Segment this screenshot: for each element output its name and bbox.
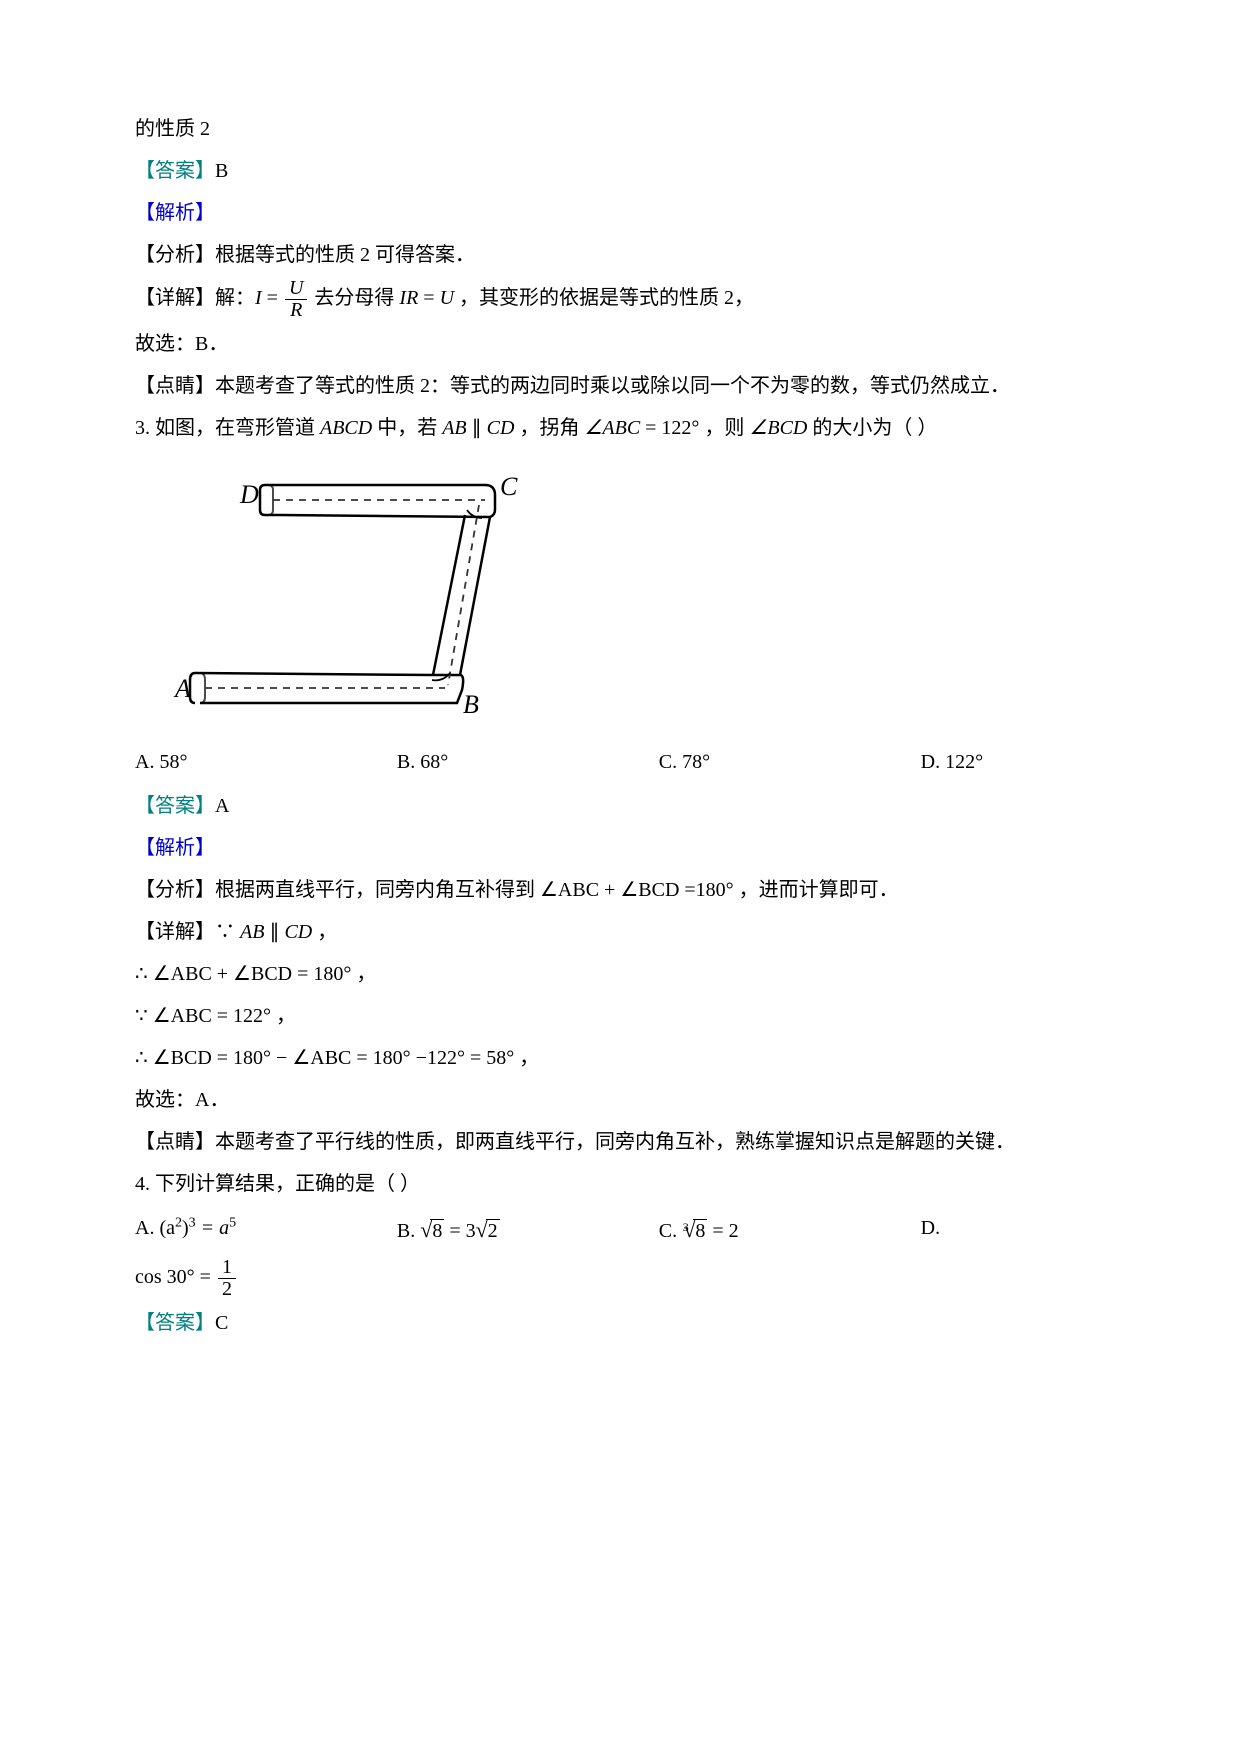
fenxi-1: 【分析】根据等式的性质 2 可得答案． [135,236,1105,274]
detail3-cd: CD [284,921,312,943]
opt-label: D. [921,1217,940,1239]
jiexi-3: 【解析】 [135,829,1105,867]
detail3-par: ∥ [264,921,284,943]
opt-label: D. [921,751,945,773]
q3-b: 中，若 [372,417,442,439]
q4-opt-d: D. [921,1209,1105,1251]
var-U: U [440,287,454,309]
fenxi3-a: 【分析】根据两直线平行，同旁内角互补得到 [135,879,540,901]
frac-num: 1 [218,1257,236,1279]
eq-sign-2: = [418,287,439,309]
eq-sign: = [262,287,283,309]
opt-label: A. [135,751,159,773]
answer-value: A [215,795,229,817]
fenxi-3: 【分析】根据两直线平行，同旁内角互补得到 ∠ABC + ∠BCD =180° ，… [135,871,1105,909]
opt-label: C. [659,1220,682,1242]
sqrt-2: √2 [476,1209,500,1251]
frac-half: 12 [218,1257,236,1300]
label-B: B [463,690,479,719]
detail-3-l2: ∴ ∠ABC + ∠BCD = 180° ， [135,955,1105,993]
q3-opt-d: D. 122° [921,743,1105,781]
guxuan-b: 故选：B． [135,325,1105,363]
q4-opt-c: C. 3√8 = 2 [659,1209,921,1251]
q3-eq: = 122° [640,417,704,439]
detail-1-a: 【详解】解： [135,287,255,309]
pipe-diag-left [433,515,465,675]
detail3-a: 【详解】∵ [135,921,240,943]
answer-value: C [215,1312,228,1334]
var-IR: IR [399,287,418,309]
cos30: cos 30° = [135,1266,216,1288]
cbrt-8: 3√8 [682,1209,707,1251]
eq: = 3 [444,1220,475,1242]
q3-options: A. 58° B. 68° C. 78° D. 122° [135,743,1105,781]
label-D: D [239,480,259,509]
opt-val: 122° [945,751,983,773]
dianjing-1: 【点睛】本题考查了等式的性质 2：等式的两边同时乘以或除以同一个不为零的数，等式… [135,367,1105,405]
frac-num: U [285,278,307,300]
frac-den: R [285,300,307,321]
opt-val: 58° [159,751,187,773]
answer-3: 【答案】A [135,787,1105,825]
pipe-diagram: D C A B [165,465,1105,733]
label-C: C [500,472,518,501]
q4-opt-b: B. √8 = 3√2 [397,1209,659,1251]
detail-3-l4: ∴ ∠BCD = 180° − ∠ABC = 180° −122° = 58° … [135,1039,1105,1077]
q3-opt-c: C. 78° [659,743,921,781]
q3-opt-b: B. 68° [397,743,659,781]
answer-value: B [215,160,228,182]
opt-val: 68° [420,751,448,773]
answer-1: 【答案】B [135,152,1105,190]
var-I: I [255,287,262,309]
jiexi-1: 【解析】 [135,194,1105,232]
q3-c: ，拐角 [514,417,584,439]
detail-3-l1: 【详解】∵ AB ∥ CD ， [135,913,1105,951]
detail-1-c: ，其变形的依据是等式的性质 2， [454,287,754,309]
detail-1-b: 去分母得 [309,287,399,309]
frac-den: 2 [218,1279,236,1300]
question-3: 3. 如图，在弯形管道 ABCD 中，若 AB ∥ CD ，拐角 ∠ABC = … [135,409,1105,447]
label-A: A [173,674,191,703]
opt-val: (a2)3 = a5 [159,1217,236,1239]
q3-d: ，则 [704,417,749,439]
q3-a: 3. 如图，在弯形管道 [135,417,320,439]
opt-label: B. [397,751,420,773]
q3-opt-a: A. 58° [135,743,397,781]
question-4: 4. 下列计算结果，正确的是（ ） [135,1165,1105,1203]
fraction-UR: UR [285,278,307,321]
detail3-b: ， [312,921,337,943]
q3-cd: CD [487,417,515,439]
sqrt-8: √8 [420,1209,444,1251]
q3-ang1: ∠ABC [584,417,640,439]
opt-label: C. [659,751,682,773]
q3-ang2: ∠BCD [749,417,807,439]
q3-par: ∥ [467,417,487,439]
q3-e: 的大小为（ ） [807,417,937,439]
answer-label: 【答案】 [135,1312,215,1334]
answer-label: 【答案】 [135,795,215,817]
q3-ab: AB [442,417,466,439]
fenxi3-m: ∠ABC + ∠BCD =180° [540,879,734,901]
guxuan-a: 故选：A． [135,1081,1105,1119]
opt-label: A. [135,1217,159,1239]
dianjing-3: 【点睛】本题考查了平行线的性质，即两直线平行，同旁内角互补，熟练掌握知识点是解题… [135,1123,1105,1161]
pipe-diag-right [460,517,490,675]
opt-val: 78° [682,751,710,773]
q4-opt-d-cont: cos 30° = 12 [135,1257,1105,1300]
q3-abcd: ABCD [320,417,372,439]
opt-label: B. [397,1220,420,1242]
answer-4: 【答案】C [135,1304,1105,1342]
detail3-ab: AB [240,921,264,943]
eq: = 2 [707,1220,738,1242]
detail-1: 【详解】解：I = UR 去分母得 IR = U ，其变形的依据是等式的性质 2… [135,278,1105,321]
detail-3-l3: ∵ ∠ABC = 122° ， [135,997,1105,1035]
q4-options: A. (a2)3 = a5 B. √8 = 3√2 C. 3√8 = 2 D. [135,1209,1105,1251]
fenxi3-b: ，进而计算即可． [734,879,899,901]
prop-text: 的性质 2 [135,110,1105,148]
q4-opt-a: A. (a2)3 = a5 [135,1209,397,1251]
pipe-top [265,485,495,517]
answer-label: 【答案】 [135,160,215,182]
